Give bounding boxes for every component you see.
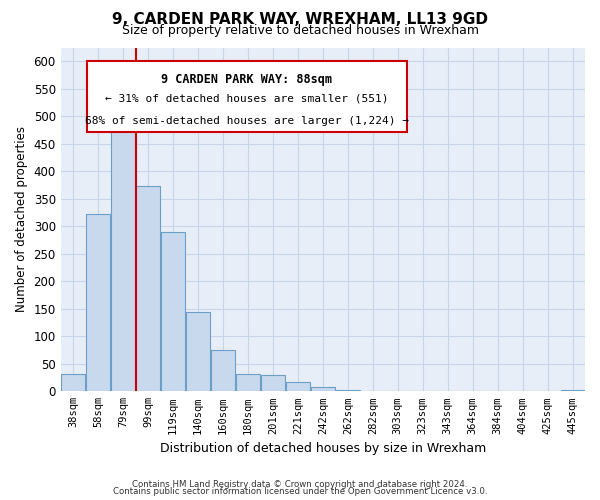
Bar xyxy=(236,374,260,392)
Bar xyxy=(361,391,385,392)
Bar xyxy=(86,214,110,392)
X-axis label: Distribution of detached houses by size in Wrexham: Distribution of detached houses by size … xyxy=(160,442,486,455)
Bar xyxy=(186,312,210,392)
Bar xyxy=(161,232,185,392)
Bar xyxy=(261,376,285,392)
Text: Contains public sector information licensed under the Open Government Licence v3: Contains public sector information licen… xyxy=(113,487,487,496)
Bar xyxy=(211,350,235,392)
Bar xyxy=(61,374,85,392)
Bar xyxy=(111,130,135,392)
Bar xyxy=(311,388,335,392)
Bar xyxy=(336,390,359,392)
Text: Contains HM Land Registry data © Crown copyright and database right 2024.: Contains HM Land Registry data © Crown c… xyxy=(132,480,468,489)
Text: 9, CARDEN PARK WAY, WREXHAM, LL13 9GD: 9, CARDEN PARK WAY, WREXHAM, LL13 9GD xyxy=(112,12,488,28)
Text: 9 CARDEN PARK WAY: 88sqm: 9 CARDEN PARK WAY: 88sqm xyxy=(161,74,332,86)
Text: ← 31% of detached houses are smaller (551): ← 31% of detached houses are smaller (55… xyxy=(105,94,389,104)
FancyBboxPatch shape xyxy=(87,62,407,132)
Y-axis label: Number of detached properties: Number of detached properties xyxy=(15,126,28,312)
Bar xyxy=(286,382,310,392)
Text: 68% of semi-detached houses are larger (1,224) →: 68% of semi-detached houses are larger (… xyxy=(85,116,409,126)
Text: Size of property relative to detached houses in Wrexham: Size of property relative to detached ho… xyxy=(121,24,479,37)
Bar xyxy=(136,186,160,392)
Bar xyxy=(386,391,410,392)
Bar xyxy=(560,390,584,392)
